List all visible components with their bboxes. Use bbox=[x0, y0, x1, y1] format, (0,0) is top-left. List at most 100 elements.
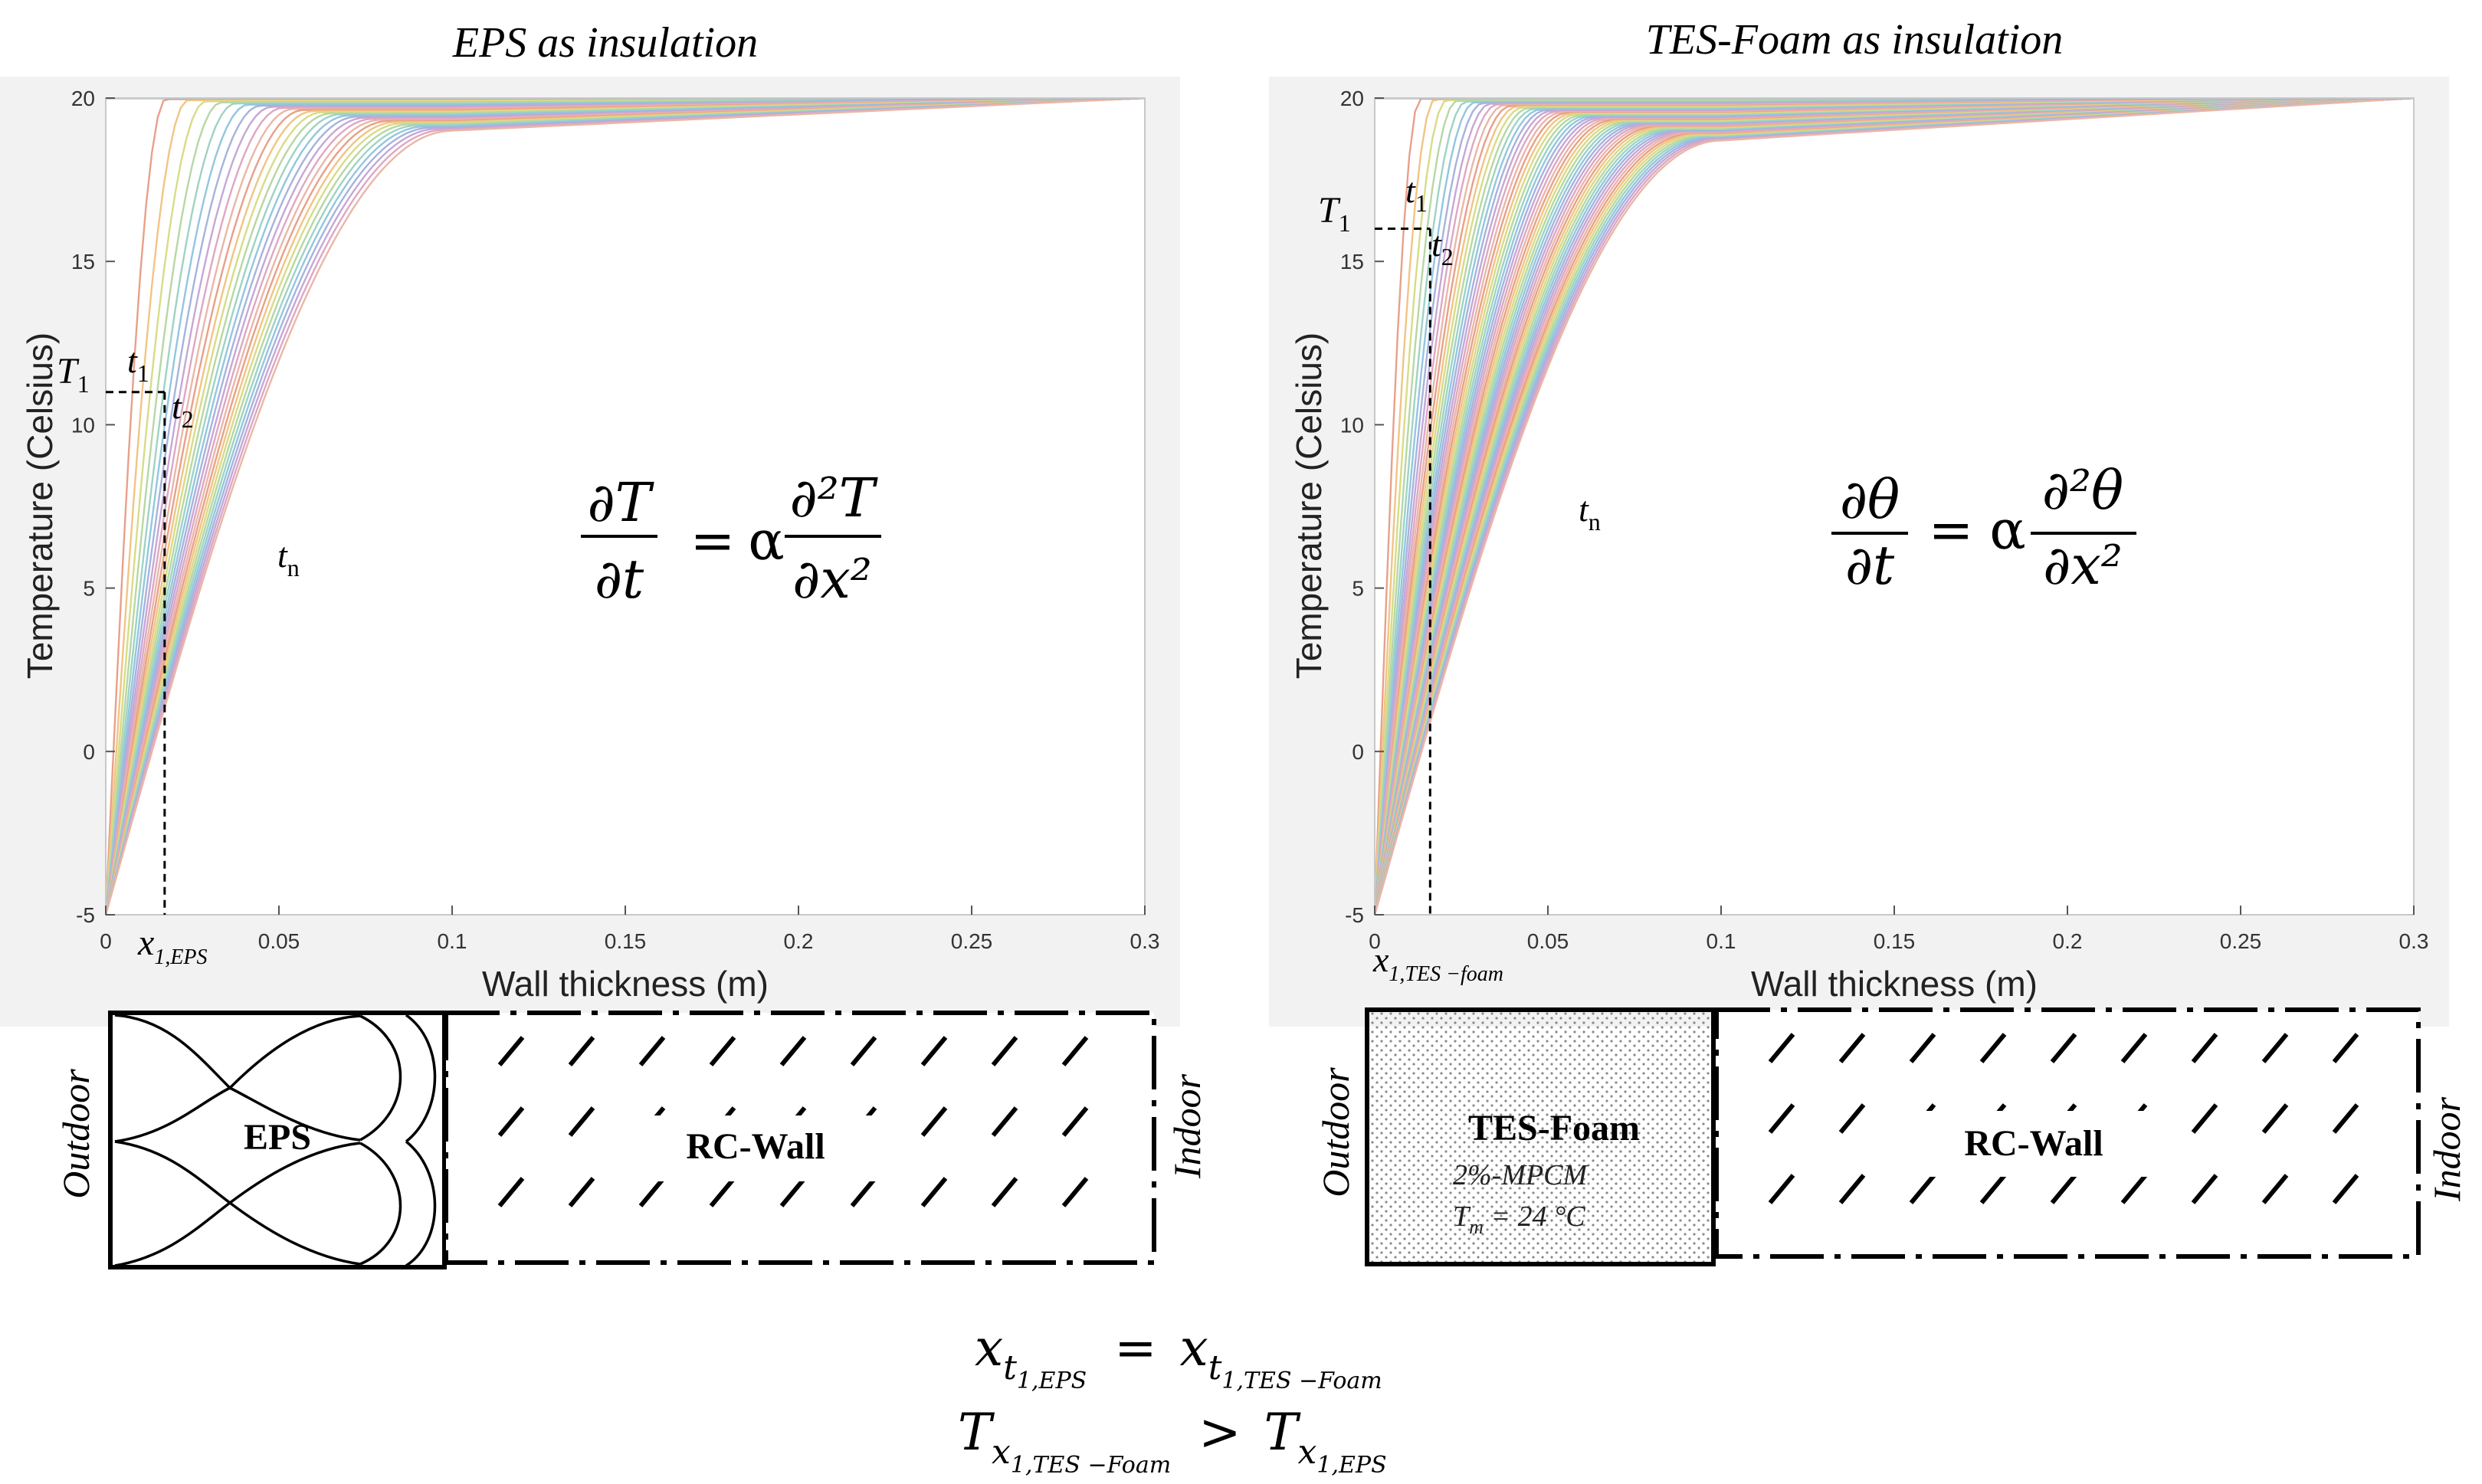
x-tick-label: 0.2 bbox=[2053, 929, 2083, 953]
y-tick-label: 15 bbox=[71, 250, 95, 274]
tn-label: tn bbox=[277, 536, 300, 581]
equation-lhs-denominator: ∂t bbox=[595, 548, 644, 611]
rc-wall-label-bg bbox=[638, 1115, 921, 1181]
hatch-mark bbox=[2261, 1103, 2289, 1134]
y-tick-label: 0 bbox=[1352, 740, 1364, 764]
temperature-profile-line bbox=[106, 98, 1145, 915]
hatch-mark bbox=[850, 1177, 877, 1207]
rc-wall-label: RC-Wall bbox=[686, 1126, 825, 1167]
temperature-profile-line bbox=[106, 98, 1145, 915]
equation-alpha: α bbox=[1989, 499, 2025, 562]
T1-label: T1 bbox=[1318, 190, 1351, 237]
x-axis-label: Wall thickness (m) bbox=[482, 964, 769, 1004]
hatch-mark bbox=[1061, 1177, 1089, 1207]
eps-label: EPS bbox=[244, 1117, 311, 1158]
hatch-mark bbox=[568, 1036, 595, 1066]
t2-label: t2 bbox=[1431, 224, 1454, 270]
hatch-mark bbox=[920, 1106, 948, 1137]
y-tick-label: 10 bbox=[71, 413, 95, 437]
x-tick-label: 0 bbox=[1369, 929, 1381, 953]
temperature-profile-line bbox=[1375, 98, 2414, 915]
hatch-mark bbox=[2261, 1174, 2289, 1204]
hatch-mark bbox=[638, 1036, 666, 1066]
t1-label: t1 bbox=[1405, 171, 1428, 217]
outdoor-label: Outdoor bbox=[1314, 1067, 1357, 1197]
hatch-mark bbox=[991, 1106, 1018, 1137]
y-tick-label: -5 bbox=[1345, 903, 1364, 927]
hatch-mark bbox=[1979, 1033, 2007, 1063]
hatch-mark bbox=[920, 1177, 948, 1207]
y-tick-label: 20 bbox=[71, 87, 95, 110]
wall-schematic: Outdoor TES-Foam 2%-MPCM Tm = 24 °C RC-W… bbox=[1314, 1007, 2468, 1266]
hatch-mark bbox=[2261, 1033, 2289, 1063]
temperature-profile-line bbox=[106, 98, 1145, 915]
y-tick-label: 20 bbox=[1340, 87, 1364, 110]
mpcm-label: 2%-MPCM bbox=[1453, 1159, 1589, 1191]
hatch-mark bbox=[1838, 1174, 1866, 1204]
hatch-mark bbox=[1768, 1103, 1795, 1134]
temperature-profile-line bbox=[106, 98, 1145, 915]
equation-equals: = bbox=[690, 509, 736, 572]
hatch-mark bbox=[1768, 1033, 1795, 1063]
hatch-mark bbox=[2332, 1103, 2359, 1134]
x-tick-label: 0.3 bbox=[2399, 929, 2429, 953]
tes-foam-layer bbox=[1365, 1007, 1716, 1266]
x1-label: x1,EPS bbox=[137, 922, 208, 969]
x-tick-label: 0.05 bbox=[258, 929, 300, 953]
hatch-mark bbox=[991, 1036, 1018, 1066]
x-tick-label: 0.1 bbox=[438, 929, 467, 953]
x-tick-label: 0 bbox=[100, 929, 112, 953]
x-tick-label: 0.05 bbox=[1527, 929, 1569, 953]
indoor-label: Indoor bbox=[2425, 1096, 2468, 1202]
hatch-mark bbox=[2120, 1033, 2148, 1063]
x-tick-label: 0.3 bbox=[1130, 929, 1160, 953]
hatch-mark bbox=[1061, 1036, 1089, 1066]
indoor-label: Indoor bbox=[1166, 1073, 1208, 1179]
temperature-profile-line bbox=[106, 98, 1145, 915]
hatch-mark bbox=[991, 1177, 1018, 1207]
rc-wall-label-bg bbox=[1900, 1111, 2184, 1177]
temperature-curves bbox=[106, 98, 1145, 915]
heat-equation: ∂T ∂t = α ∂²T ∂x² bbox=[581, 467, 881, 611]
hatch-mark bbox=[638, 1177, 666, 1207]
y-tick-label: 5 bbox=[1352, 577, 1364, 601]
rc-wall-hatch bbox=[1768, 1033, 2359, 1204]
heat-equation: ∂θ ∂t = α ∂²θ ∂x² bbox=[1831, 459, 2136, 597]
hatch-mark bbox=[2191, 1174, 2218, 1204]
equation-rhs-denominator: ∂x² bbox=[792, 548, 872, 611]
comparison-equations: xt1,EPS= xt1,TES −Foam Tx1,TES −Foam> Tx1,… bbox=[958, 1319, 1387, 1479]
temperature-profile-line bbox=[106, 98, 1145, 915]
y-tick-label: 10 bbox=[1340, 413, 1364, 437]
temperature-profile-line bbox=[106, 98, 1145, 915]
x-tick-label: 0.2 bbox=[784, 929, 814, 953]
y-tick-label: 5 bbox=[83, 577, 95, 601]
hatch-mark bbox=[497, 1177, 525, 1207]
hatch-mark bbox=[497, 1036, 525, 1066]
hatch-mark bbox=[2332, 1174, 2359, 1204]
x-tick-label: 0.15 bbox=[1874, 929, 1916, 953]
hatch-mark bbox=[920, 1036, 948, 1066]
chart-title: EPS as insulation bbox=[452, 19, 758, 67]
hatch-mark bbox=[568, 1177, 595, 1207]
tes-foam-label: TES-Foam bbox=[1468, 1108, 1640, 1148]
hatch-mark bbox=[779, 1036, 807, 1066]
temperature-profile-line bbox=[106, 98, 1145, 915]
rc-wall-label: RC-Wall bbox=[1964, 1123, 2103, 1164]
hatch-mark bbox=[779, 1177, 807, 1207]
hatch-mark bbox=[1061, 1106, 1089, 1137]
temperature-profile-line bbox=[106, 98, 1145, 915]
temperature-curves bbox=[1375, 98, 2414, 915]
hatch-mark bbox=[2050, 1174, 2077, 1204]
y-tick-label: 15 bbox=[1340, 250, 1364, 274]
y-tick-label: 0 bbox=[83, 740, 95, 764]
y-axis-label: Temperature (Celsius) bbox=[20, 333, 60, 679]
outdoor-label: Outdoor bbox=[54, 1069, 97, 1199]
temperature-profile-line bbox=[106, 98, 1145, 915]
hatch-mark bbox=[2120, 1174, 2148, 1204]
equation-rhs-numerator: ∂²θ bbox=[2042, 459, 2123, 522]
hatch-mark bbox=[497, 1106, 525, 1137]
